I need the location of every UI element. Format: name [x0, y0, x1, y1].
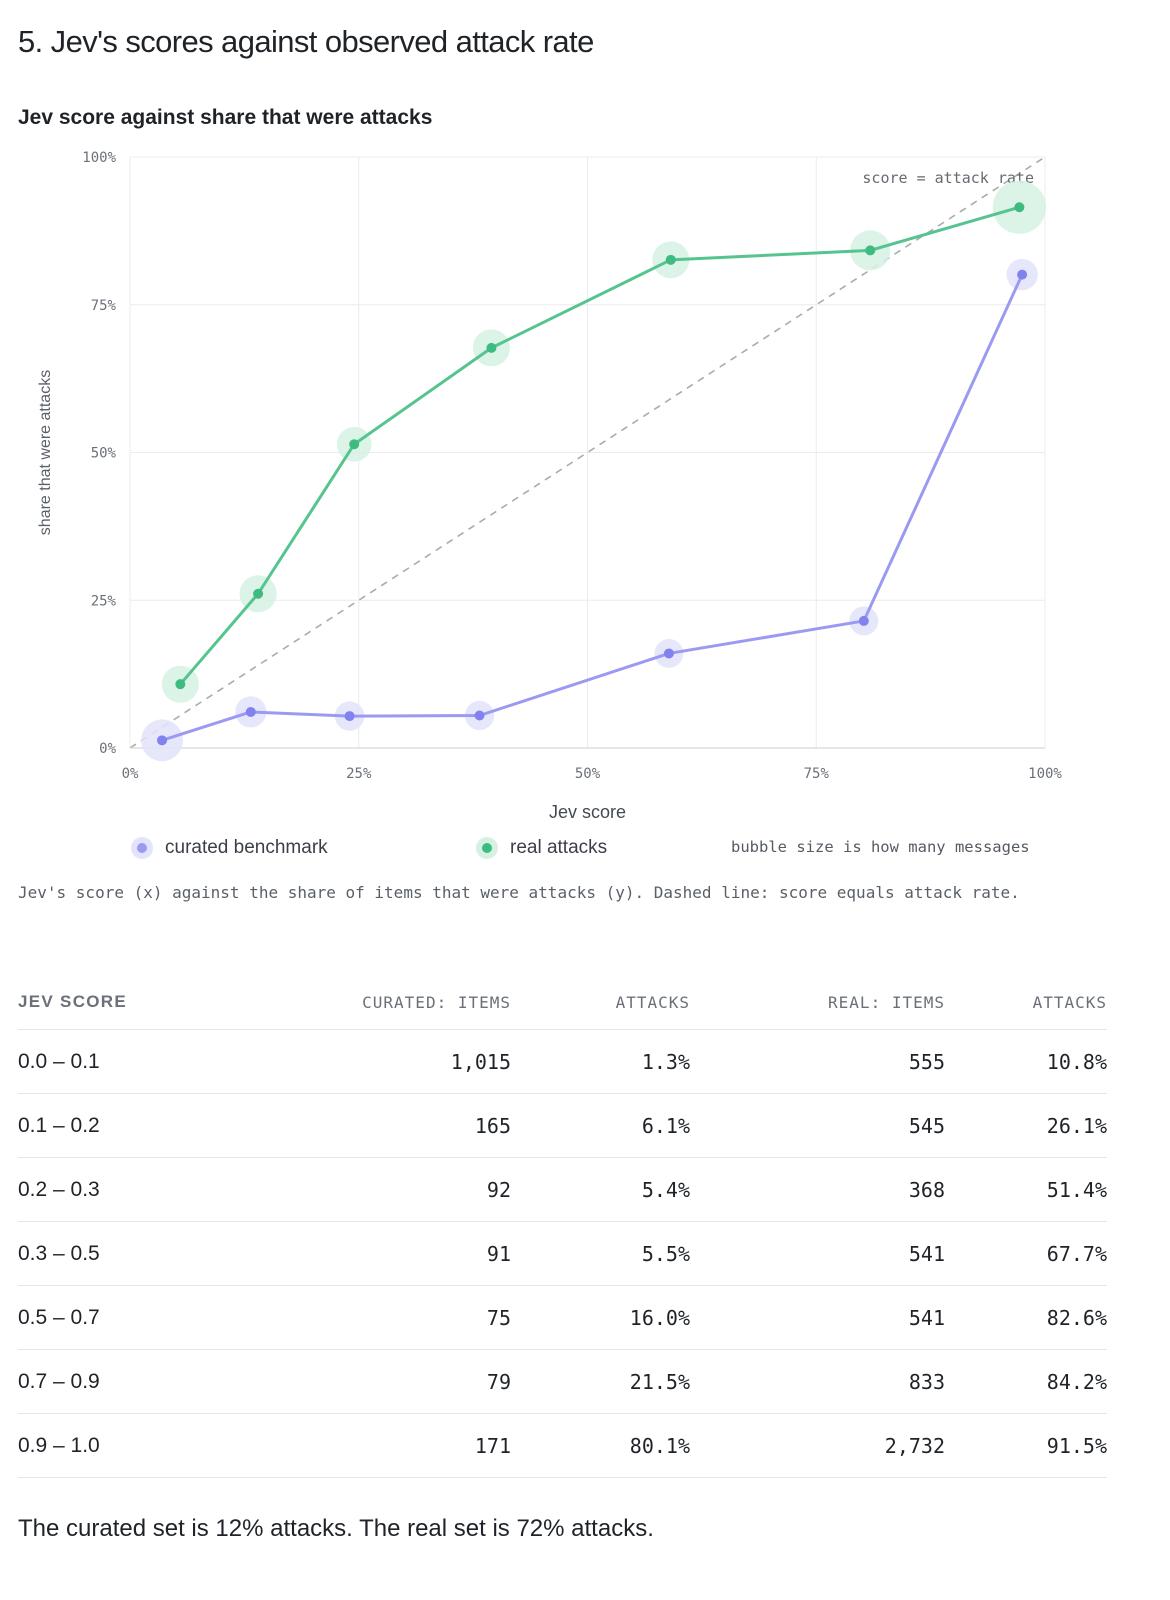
legend-swatch-curated — [131, 837, 153, 859]
cell-curated-items: 1,015 — [298, 1029, 511, 1094]
cell-curated-items: 75 — [298, 1285, 511, 1350]
cell-curated-items: 91 — [298, 1221, 511, 1286]
section-title: 5. Jev's scores against observed attack … — [18, 24, 594, 59]
series — [141, 180, 1047, 762]
cell-curated-attacks: 1.3% — [511, 1029, 690, 1094]
point-curated — [663, 648, 674, 659]
cell-curated-attacks: 21.5% — [511, 1349, 690, 1414]
cell-curated-attacks: 6.1% — [511, 1093, 690, 1158]
table-row: 0.3 – 0.5 91 5.5% 541 67.7% — [18, 1221, 1107, 1286]
cell-real-attacks: 84.2% — [945, 1349, 1107, 1414]
legend-label-real: real attacks — [510, 837, 608, 858]
cell-real-items: 545 — [690, 1093, 945, 1158]
cell-curated-items: 79 — [298, 1349, 511, 1414]
point-real — [665, 254, 676, 265]
header-curated-attacks: ATTACKS — [511, 975, 690, 1030]
reference-line-label: score = attack rate — [862, 169, 1034, 187]
point-real — [486, 342, 497, 353]
point-curated — [157, 735, 168, 746]
legend-item-curated: curated benchmark — [131, 834, 328, 862]
point-curated — [858, 615, 869, 626]
y-tick-label: 100% — [82, 150, 116, 166]
point-curated — [1017, 269, 1028, 280]
cell-curated-attacks: 80.1% — [511, 1413, 690, 1478]
x-tick-label: 50% — [575, 766, 601, 782]
cell-score-bin: 0.3 – 0.5 — [18, 1221, 298, 1286]
legend-label-curated: curated benchmark — [165, 837, 328, 858]
cell-real-attacks: 51.4% — [945, 1157, 1107, 1222]
cell-score-bin: 0.5 – 0.7 — [18, 1285, 298, 1350]
bubble-size-note: bubble size is how many messages — [731, 838, 1030, 856]
point-real — [175, 679, 186, 690]
cell-real-items: 555 — [690, 1029, 945, 1094]
table-row: 0.5 – 0.7 75 16.0% 541 82.6% — [18, 1285, 1107, 1350]
cell-curated-items: 171 — [298, 1413, 511, 1478]
grid — [129, 156, 1046, 749]
x-tick-label: 25% — [346, 766, 372, 782]
table-row: 0.7 – 0.9 79 21.5% 833 84.2% — [18, 1349, 1107, 1414]
x-tick-label: 100% — [1028, 766, 1062, 782]
x-tick-label: 0% — [122, 766, 139, 782]
point-curated — [344, 711, 355, 722]
cell-score-bin: 0.1 – 0.2 — [18, 1093, 298, 1158]
cell-real-items: 833 — [690, 1349, 945, 1414]
cell-real-attacks: 26.1% — [945, 1093, 1107, 1158]
calibration-chart: 0% 0% 25% 25% 50% 50% 75% 75% 100% 100% Jev score s… — [37, 150, 1062, 820]
cell-real-items: 2,732 — [690, 1413, 945, 1478]
table-row: 0.1 – 0.2 165 6.1% 545 26.1% — [18, 1093, 1107, 1158]
header-jev-score: JEV SCORE — [18, 975, 298, 1030]
header-curated-items: CURATED: ITEMS — [298, 975, 511, 1030]
point-curated — [474, 710, 485, 721]
point-curated — [245, 706, 256, 717]
y-tick-label: 50% — [91, 446, 117, 462]
cell-real-items: 368 — [690, 1157, 945, 1222]
table-row: 0.0 – 0.1 1,015 1.3% 555 10.8% — [18, 1029, 1107, 1094]
cell-real-attacks: 82.6% — [945, 1285, 1107, 1350]
summary-text: The curated set is 12% attacks. The real… — [18, 1515, 654, 1542]
legend-swatch-real — [476, 837, 498, 859]
header-real-items: REAL: ITEMS — [690, 975, 945, 1030]
cell-score-bin: 0.0 – 0.1 — [18, 1029, 298, 1094]
cell-real-attacks: 91.5% — [945, 1413, 1107, 1478]
chart-caption: Jev's score (x) against the share of ite… — [18, 883, 1020, 902]
header-real-attacks: ATTACKS — [945, 975, 1107, 1030]
cell-score-bin: 0.9 – 1.0 — [18, 1413, 298, 1478]
point-real — [349, 439, 360, 450]
series-line-curated — [161, 273, 1024, 742]
x-tick-label: 75% — [804, 766, 830, 782]
series-line-real — [179, 205, 1020, 686]
cell-score-bin: 0.7 – 0.9 — [18, 1349, 298, 1414]
cell-curated-attacks: 5.5% — [511, 1221, 690, 1286]
cell-curated-items: 165 — [298, 1093, 511, 1158]
y-tick-label: 0% — [99, 741, 116, 757]
score-bins-table: JEV SCORE CURATED: ITEMS ATTACKS REAL: I… — [18, 975, 1107, 1478]
cell-real-attacks: 10.8% — [945, 1029, 1107, 1094]
cell-curated-items: 92 — [298, 1157, 511, 1222]
point-real — [1014, 202, 1025, 213]
cell-score-bin: 0.2 – 0.3 — [18, 1157, 298, 1222]
axes: 0% 0% 25% 25% 50% 50% 75% 75% 100% 100% Jev score s… — [37, 150, 1062, 820]
cell-real-items: 541 — [690, 1221, 945, 1286]
table-header-row: JEV SCORE CURATED: ITEMS ATTACKS REAL: I… — [18, 975, 1107, 1030]
cell-curated-attacks: 16.0% — [511, 1285, 690, 1350]
cell-real-items: 541 — [690, 1285, 945, 1350]
point-real — [253, 588, 264, 599]
y-axis-label: share that were attacks — [37, 370, 54, 535]
table-row: 0.9 – 1.0 171 80.1% 2,732 91.5% — [18, 1413, 1107, 1478]
legend-item-real: real attacks — [476, 834, 607, 862]
table-row: 0.2 – 0.3 92 5.4% 368 51.4% — [18, 1157, 1107, 1222]
cell-real-attacks: 67.7% — [945, 1221, 1107, 1286]
x-axis-label: Jev score — [549, 802, 626, 820]
y-tick-label: 75% — [91, 298, 117, 314]
chart-title: Jev score against share that were attack… — [18, 106, 433, 129]
point-real — [865, 245, 876, 256]
y-tick-label: 25% — [91, 593, 117, 609]
cell-curated-attacks: 5.4% — [511, 1157, 690, 1222]
